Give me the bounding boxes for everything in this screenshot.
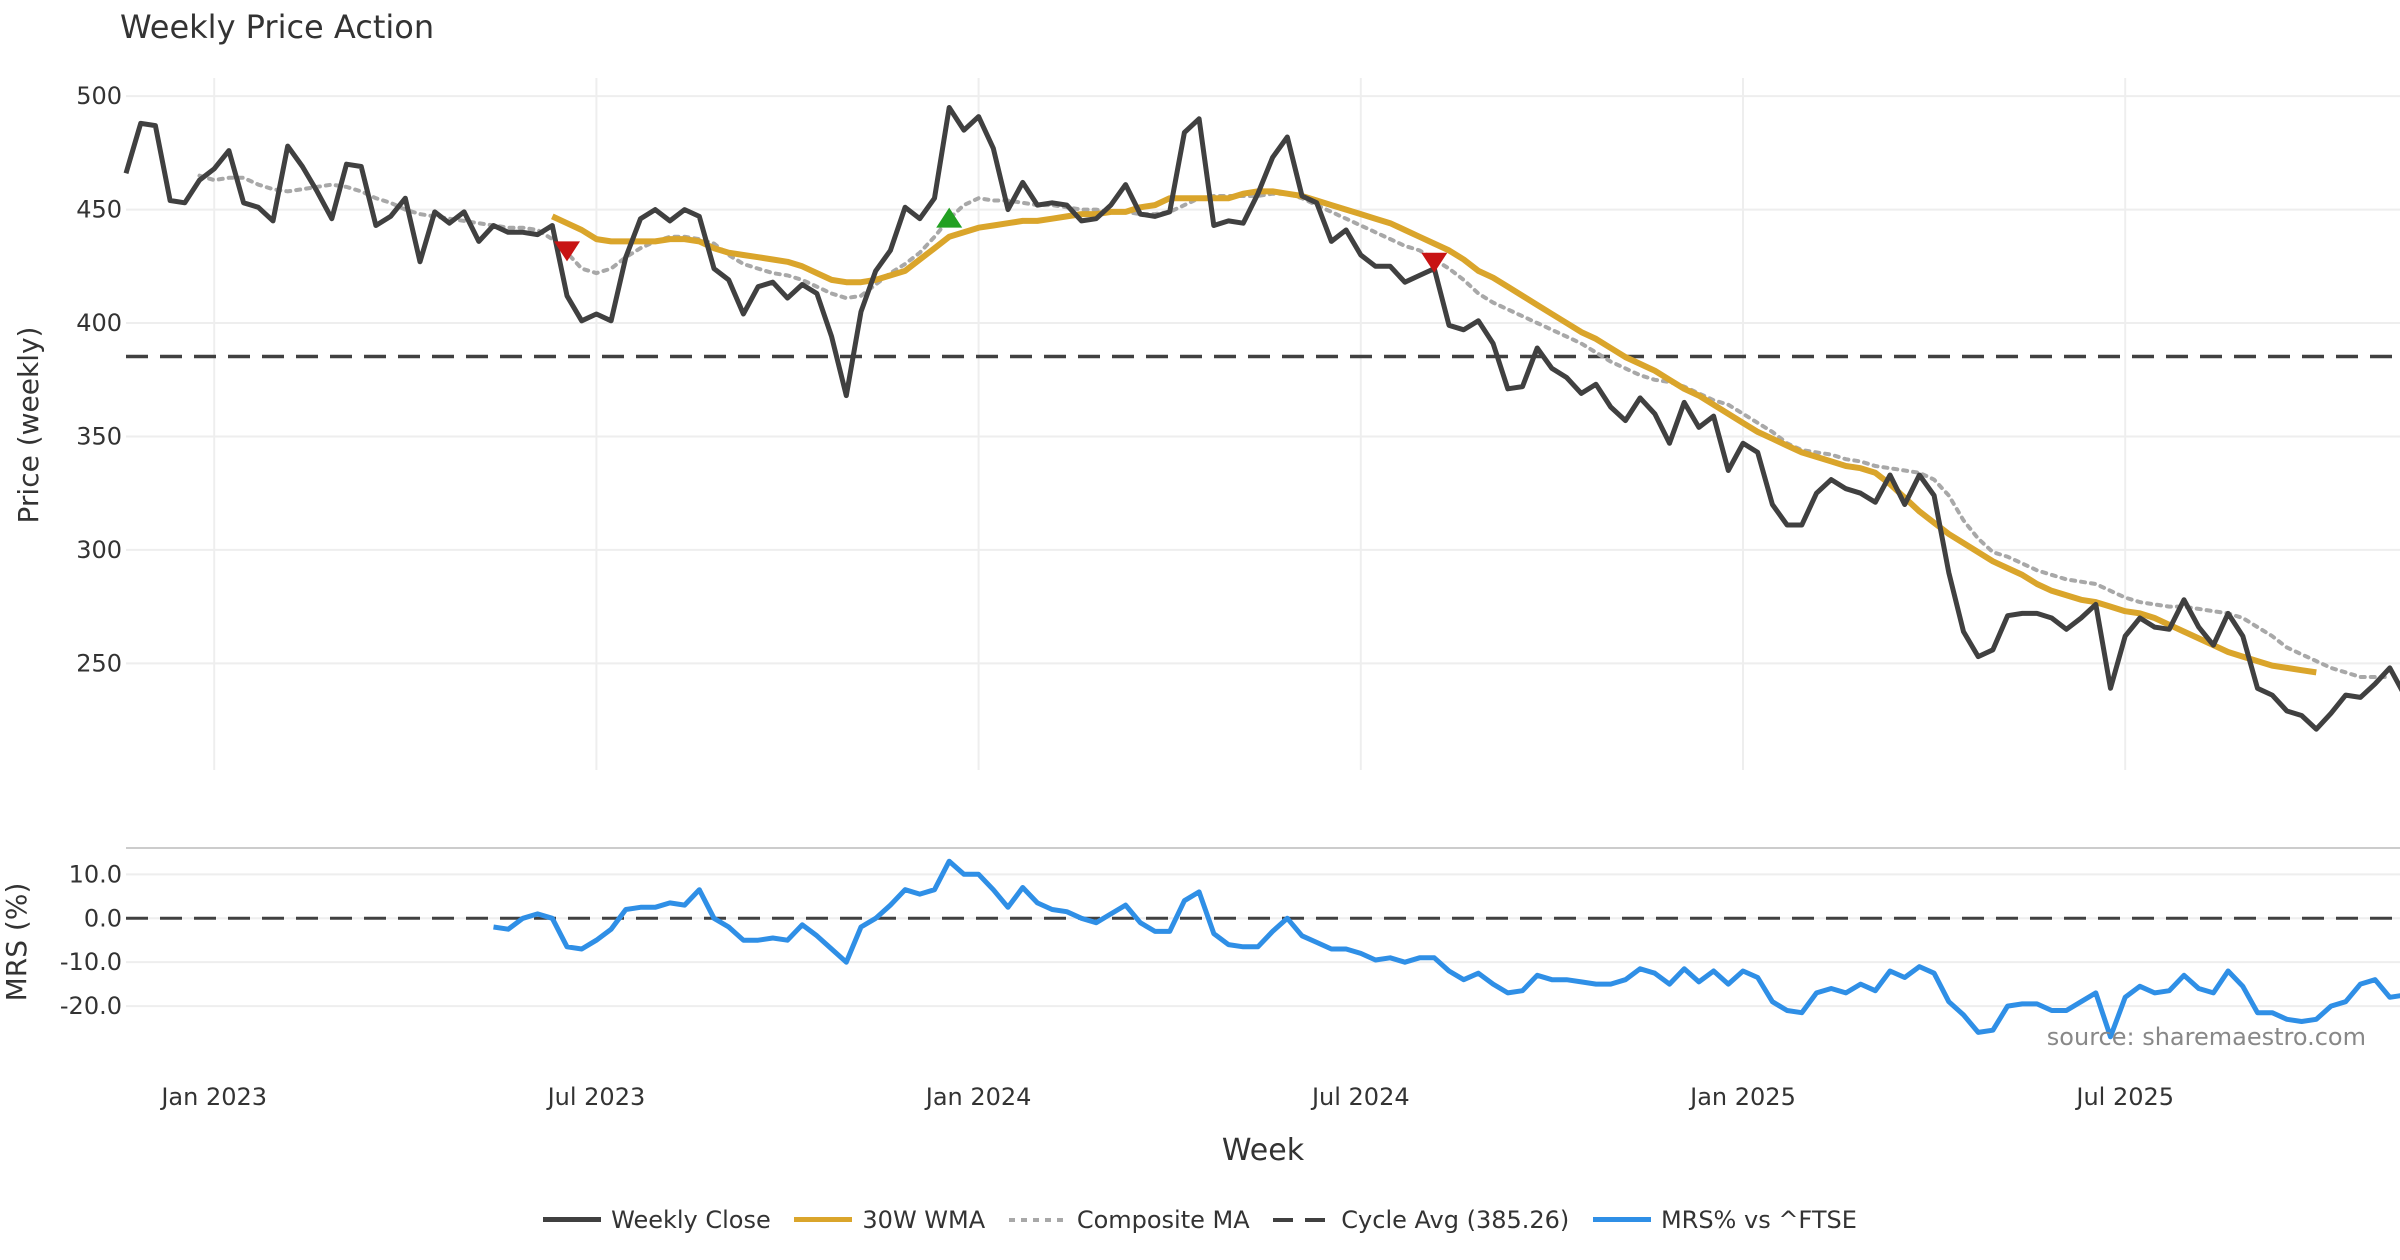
buy-signal-marker [936, 207, 963, 228]
price-y-ticks: 250 300 350 400 450 500 [76, 82, 122, 677]
mrs-line [493, 858, 2400, 1040]
legend-item: MRS% vs ^FTSE [1592, 1205, 1857, 1234]
legend-item: Weekly Close [543, 1205, 771, 1234]
x-tick-label: Jan 2025 [1688, 1083, 1796, 1111]
legend-label: Weekly Close [611, 1205, 771, 1234]
sell-signal-marker [1421, 252, 1448, 273]
price-y-tick-label: 400 [76, 309, 122, 337]
chart-title: Weekly Price Action [120, 8, 434, 46]
legend-label: Composite MA [1076, 1205, 1250, 1234]
legend-item: Cycle Avg (385.26) [1273, 1205, 1569, 1234]
mrs-y-ticks: 10.0 0.0 -10.0 -20.0 [60, 860, 122, 1020]
wma-30w-line [551, 188, 2317, 676]
x-axis-label: Week [1222, 1133, 1305, 1168]
composite-ma-line [197, 173, 2392, 679]
legend-swatch [1273, 1212, 1332, 1227]
x-tick-label: Jul 2025 [2074, 1083, 2174, 1111]
legend-swatch [794, 1212, 853, 1227]
price-y-axis-label: Price (weekly) [12, 327, 45, 524]
price-y-tick-label: 300 [76, 536, 122, 564]
source-watermark: source: sharemaestro.com [2047, 1023, 2366, 1051]
x-tick-label: Jul 2024 [1310, 1083, 1410, 1111]
sell-signal-marker [554, 241, 580, 262]
legend-swatch [543, 1212, 602, 1227]
mrs-y-tick-label: 0.0 [84, 904, 122, 932]
mrs-y-tick-label: -20.0 [60, 992, 122, 1020]
x-axis-ticks: Jan 2023 Jul 2023 Jan 2024 Jul 2024 Jan 2025… [159, 1083, 2174, 1111]
legend-label: 30W WMA [862, 1205, 986, 1234]
legend-item: Composite MA [1008, 1205, 1250, 1234]
mrs-y-tick-label: -10.0 [60, 948, 122, 976]
mrs-y-axis-label: MRS (%) [0, 883, 33, 1002]
legend-swatch [1008, 1212, 1067, 1227]
price-panel: 250 300 350 400 450 500 [76, 78, 2400, 770]
price-y-tick-label: 250 [76, 649, 122, 677]
x-tick-label: Jan 2024 [924, 1083, 1032, 1111]
legend-label: MRS% vs ^FTSE [1660, 1205, 1857, 1234]
x-tick-label: Jan 2023 [159, 1083, 267, 1111]
legend-item: 30W WMA [794, 1205, 985, 1234]
mrs-y-tick-label: 10.0 [69, 860, 122, 888]
mrs-panel: 10.0 0.0 -10.0 -20.0 [60, 847, 2400, 1040]
price-y-tick-label: 350 [76, 422, 122, 450]
legend: Weekly Close 30W WMA Composite MA Cycle … [0, 1204, 2400, 1234]
legend-label: Cycle Avg (385.26) [1341, 1205, 1570, 1234]
x-tick-label: Jul 2023 [546, 1083, 646, 1111]
legend-swatch [1592, 1212, 1651, 1227]
price-y-tick-label: 500 [76, 82, 122, 110]
price-y-tick-label: 450 [76, 196, 122, 224]
signal-markers [554, 207, 1448, 273]
weekly-close-line [123, 105, 2400, 732]
